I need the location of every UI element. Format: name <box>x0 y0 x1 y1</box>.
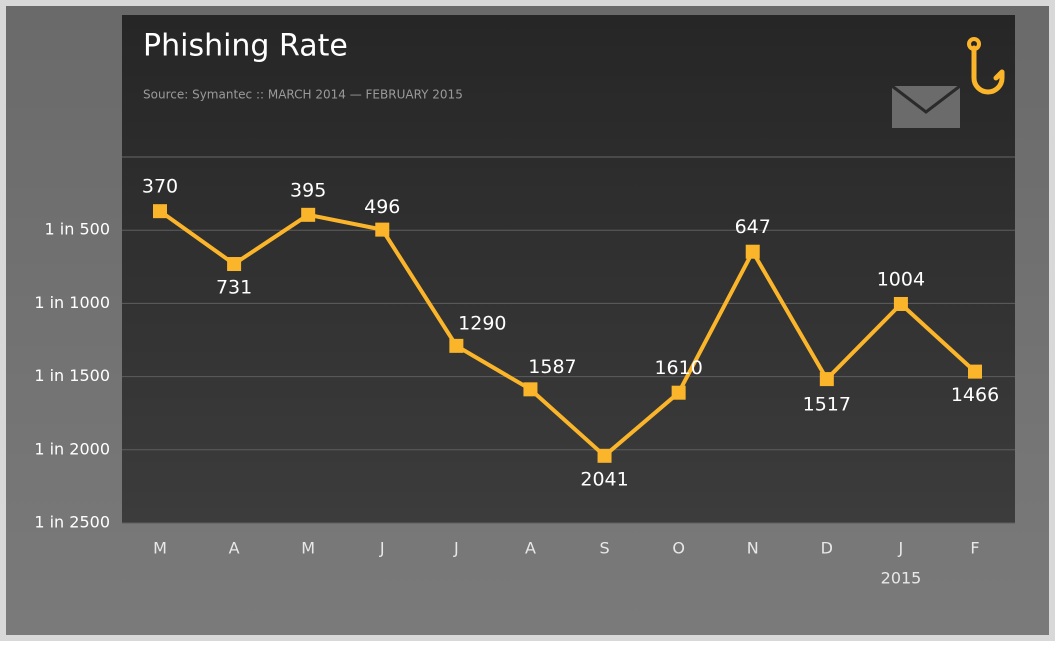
data-label: 647 <box>735 216 771 238</box>
marker <box>523 382 538 397</box>
marker <box>893 296 908 311</box>
marker <box>597 448 612 463</box>
panel <box>122 15 1015 523</box>
x-tick-label: F <box>970 539 979 558</box>
marker <box>745 244 760 259</box>
data-label: 496 <box>364 196 400 218</box>
data-label: 395 <box>290 179 326 201</box>
x-tick-label: M <box>153 539 167 558</box>
data-label: 1587 <box>528 356 576 378</box>
x-tick-label: M <box>301 539 315 558</box>
chart-subtitle: Source: Symantec :: MARCH 2014 — FEBRUAR… <box>143 88 463 102</box>
x-tick-label: S <box>599 539 609 558</box>
x-tick-label: O <box>672 539 685 558</box>
y-tick-label: 1 in 500 <box>45 220 110 239</box>
marker <box>819 372 834 387</box>
series-line <box>158 209 977 458</box>
data-label: 370 <box>142 176 178 198</box>
y-tick-label: 1 in 1000 <box>34 293 110 312</box>
x-tick-label: J <box>379 539 385 558</box>
marker <box>153 204 167 219</box>
marker <box>671 385 686 400</box>
data-label: 1466 <box>951 384 999 406</box>
x-tick-label: D <box>821 539 833 558</box>
mail-icon <box>891 37 1005 128</box>
x-tick-label: N <box>747 539 759 558</box>
y-tick-label: 1 in 2000 <box>34 439 110 458</box>
y-tick-label: 1 in 1500 <box>34 366 110 385</box>
data-label: 1290 <box>458 312 506 334</box>
marker <box>227 257 242 272</box>
marker <box>968 364 982 379</box>
marker <box>301 207 316 222</box>
data-label: 1610 <box>654 357 702 379</box>
y-tick-label: 1 in 2500 <box>34 513 110 532</box>
data-label: 2041 <box>580 468 628 490</box>
x-tick-label: J <box>453 539 459 558</box>
data-label: 1004 <box>877 268 925 290</box>
x-tick-label: A <box>525 539 536 558</box>
marker <box>449 338 464 353</box>
chart-title: Phishing Rate <box>143 29 348 64</box>
marker <box>375 222 390 237</box>
x-tick-label: J <box>898 539 904 558</box>
data-label: 731 <box>216 277 252 299</box>
x-tick-label: A <box>229 539 240 558</box>
data-label: 1517 <box>803 394 851 416</box>
year-annotation: 2015 <box>881 569 922 588</box>
